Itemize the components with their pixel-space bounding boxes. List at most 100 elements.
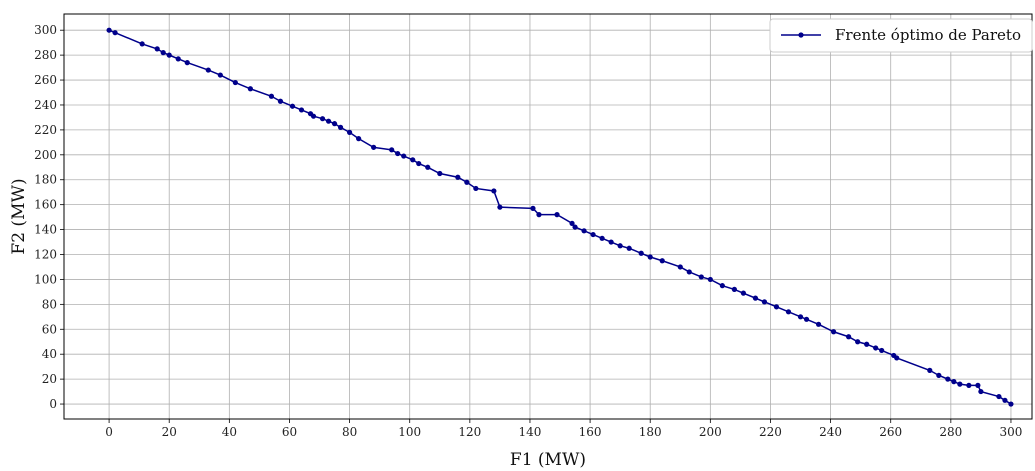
data-point [139,41,145,47]
data-point [951,379,957,385]
y-tick-label: 160 [34,198,57,212]
x-tick-label: 20 [162,425,177,439]
data-point [966,382,972,388]
y-tick-label: 80 [42,297,57,311]
y-tick-label: 260 [34,73,57,87]
plot-frame [63,13,1033,420]
data-point [740,290,747,296]
data-point [346,129,353,135]
data-point [371,144,377,150]
x-tick-label: 220 [759,425,782,439]
data-point [945,376,951,382]
data-point [879,347,885,354]
data-point [873,345,879,351]
data-point [217,72,223,78]
data-point [608,239,614,245]
y-tick-label: 200 [34,148,57,162]
y-tick-label: 60 [42,322,57,336]
y-tick-label: 140 [34,223,57,237]
data-point [166,52,172,58]
data-point [936,372,942,378]
data-point [310,113,317,119]
data-point [356,136,362,142]
y-tick-label: 220 [34,123,57,137]
y-tick-label: 100 [34,272,57,286]
data-point [437,170,443,177]
data-point [978,388,984,395]
series-layer [106,27,1014,407]
y-axis-title: F2 (MW) [9,178,29,254]
y-tick-label: 300 [34,23,57,37]
x-tick-label: 140 [519,425,542,439]
data-point [686,269,692,275]
data-point [647,254,653,260]
grid-lines [64,14,1032,419]
data-point [491,188,497,194]
data-point [617,243,623,249]
legend-box [769,18,1033,53]
data-point [268,93,275,99]
x-tick-label: 280 [939,425,962,439]
data-point [337,124,344,130]
data-point [590,231,596,238]
data-point [232,79,238,86]
data-point [184,60,190,66]
data-point [803,316,810,322]
x-tick-label: 120 [458,425,481,439]
data-point [205,67,211,73]
data-point [761,299,768,305]
data-point [659,258,665,264]
data-point [572,224,578,230]
data-point [581,228,587,234]
data-point [638,250,644,256]
y-tick-label: 40 [42,347,57,361]
x-tick-label: 200 [699,425,722,439]
x-tick-label: 40 [222,425,237,439]
data-point [473,185,479,192]
data-point [864,341,870,347]
data-point [731,286,737,292]
x-tick-label: 260 [879,425,902,439]
data-point [464,179,470,185]
data-point [247,86,253,92]
data-point [698,274,704,280]
data-point [106,27,112,33]
x-tick-label: 0 [105,425,113,439]
data-point [554,212,560,218]
data-point [677,264,683,270]
data-point [707,276,713,283]
data-point [289,103,296,109]
data-point [975,382,981,388]
data-point [410,157,416,163]
x-tick-label: 80 [342,425,357,439]
data-point [927,367,933,373]
data-point [957,381,963,387]
data-point [331,121,338,127]
data-point [154,46,160,52]
data-point [894,355,900,361]
data-point [325,118,332,124]
data-point [773,304,780,310]
x-axis-title: F1 (MW) [510,450,586,470]
data-point [996,393,1002,400]
data-point [569,220,575,226]
data-point [855,339,861,345]
data-point [846,334,852,340]
axis-ticks: 0 20 40 60 80 100 120 140 160 180 200 220 240 260 280 3… [34,23,1022,439]
data-point [497,204,503,210]
data-point [530,205,536,211]
y-tick-label: 180 [34,173,57,187]
x-tick-label: 100 [398,425,421,439]
legend-series-marker [798,32,804,38]
data-point [425,164,431,170]
y-tick-label: 280 [34,48,57,62]
data-point [175,56,181,62]
data-point [395,150,401,157]
data-point [1002,397,1008,403]
x-tick-label: 60 [282,425,297,439]
data-point [1008,401,1014,407]
x-tick-label: 180 [639,425,662,439]
data-point [626,245,632,251]
y-tick-label: 0 [49,397,57,411]
